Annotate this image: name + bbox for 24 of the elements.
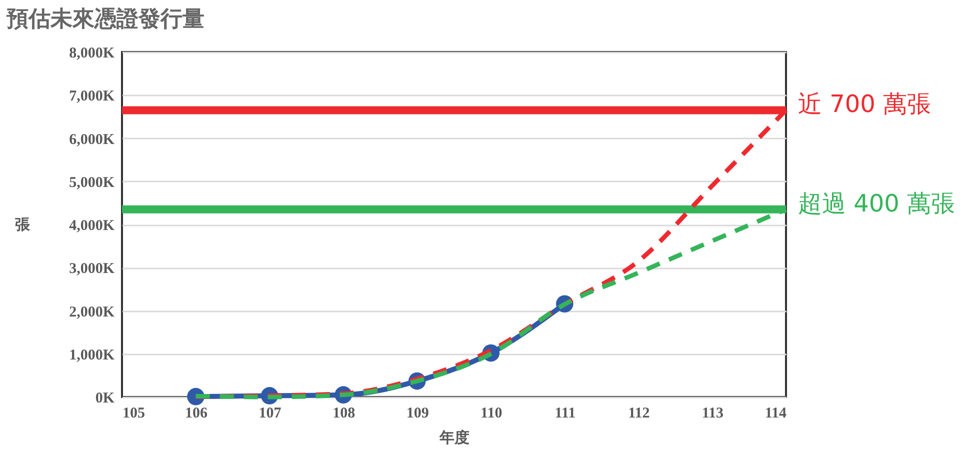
ref-line-label: 超過 400 萬張 [798,189,956,218]
y-axis-title: 張 [15,216,31,234]
x-tick-label: 113 [702,406,724,422]
x-tick-label: 110 [480,406,502,422]
y-tick-label: 7,000K [69,88,115,105]
y-tick-label: 5,000K [69,174,115,191]
y-tick-label: 2,000K [69,304,115,320]
y-tick-label: 6,000K [69,132,115,148]
y-tick-label: 1,000K [69,347,115,364]
x-axis-title: 年度 [438,428,470,446]
x-tick-label: 112 [628,406,650,422]
y-tick-label: 3,000K [69,261,115,278]
y-tick-label: 8,000K [69,46,115,62]
x-tick-label: 109 [406,406,429,422]
x-tick-label: 108 [332,406,356,422]
x-tick-label: 114 [764,406,787,422]
x-tick-label: 107 [258,406,282,422]
y-tick-label: 0K [95,390,115,406]
x-tick-label: 105 [122,406,145,422]
y-tick-label: 4,000K [69,218,115,234]
x-tick-label: 106 [185,406,208,422]
x-tick-label: 111 [554,406,576,422]
chart-title: 預估未來憑證發行量 [6,7,204,32]
ref-line-label: 近 700 萬張 [798,90,932,118]
